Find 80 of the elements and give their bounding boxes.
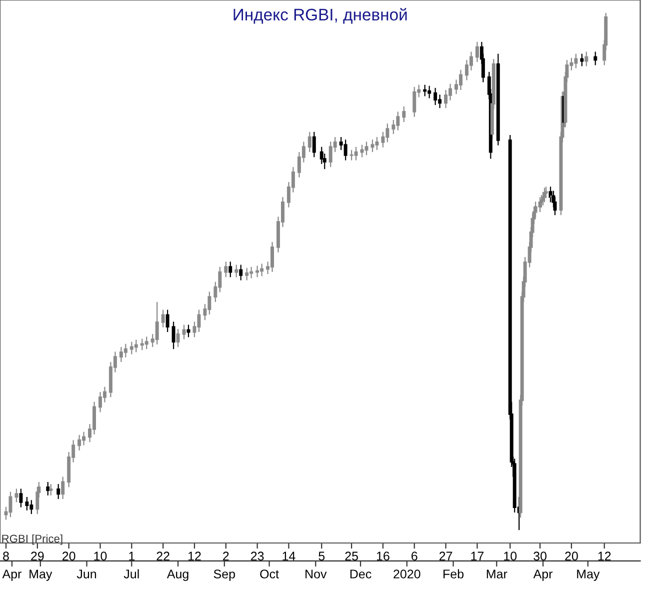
x-tick-label: 12 — [188, 552, 201, 560]
candlestick — [580, 53, 584, 67]
x2-tick-label: Mar — [486, 570, 508, 578]
candlestick — [186, 324, 190, 338]
candlestick — [308, 131, 312, 153]
candlestick — [360, 144, 364, 158]
candlestick — [344, 139, 348, 161]
x2-tick-label: Jun — [76, 570, 96, 578]
candlestick — [78, 434, 82, 451]
x-tick-label: 10 — [504, 552, 517, 561]
candlestick — [166, 309, 170, 333]
x-tick-label: 20 — [565, 552, 578, 561]
x-tick-label: 17 — [471, 552, 484, 560]
x-tick-label: 22 — [156, 552, 170, 560]
candlestick — [370, 139, 374, 153]
x-tick-label: 27 — [439, 552, 452, 560]
x-tick-label: 29 — [31, 552, 44, 561]
candlestick — [364, 141, 368, 156]
candlestick — [312, 131, 316, 158]
candlestick — [19, 488, 23, 508]
candlestick — [124, 343, 128, 358]
x2-tick-label: Jul — [124, 569, 139, 578]
x-tick-label: 25 — [345, 552, 358, 561]
candlestick — [49, 483, 53, 496]
candlestick — [224, 261, 228, 278]
candlestick — [245, 267, 249, 281]
x-tick-label: 16 — [376, 552, 390, 561]
candlestick — [392, 119, 396, 134]
x2-tick-label: 2020 — [394, 570, 420, 578]
x-tick-label: 12 — [598, 552, 611, 560]
x2-tick-label: Feb — [444, 569, 464, 578]
candlestick — [161, 309, 165, 328]
x-tick-label: 14 — [282, 552, 296, 560]
x2-tick-label: Aug — [166, 570, 188, 581]
x-tick-label: 6 — [412, 552, 418, 561]
candlestick — [182, 324, 186, 340]
candlestick — [423, 84, 427, 97]
x-tick-label: 2 — [223, 552, 229, 560]
candlestick — [144, 336, 148, 350]
candlestick — [475, 41, 479, 63]
candlestick — [134, 339, 138, 353]
candlestick — [412, 86, 416, 118]
candlestick — [172, 321, 176, 350]
candlestick — [434, 87, 438, 106]
candlestick — [381, 131, 385, 148]
candlestick — [234, 264, 238, 278]
x2-tick-label: Sep — [214, 570, 235, 581]
candlestick — [256, 265, 260, 278]
candlestick — [56, 483, 60, 500]
candlestick — [14, 488, 18, 503]
x2-tick-label: Nov — [306, 570, 327, 578]
chart-title: Индекс RGBI, дневной — [234, 8, 407, 24]
x-tick-label: 23 — [250, 552, 264, 561]
candlestick — [61, 476, 65, 500]
x2-tick-label: May — [30, 570, 52, 581]
candlestick — [155, 301, 159, 345]
x-tick-label: 30 — [534, 552, 546, 561]
candlestick — [444, 89, 448, 109]
candlestick — [46, 481, 50, 496]
candlestick — [25, 496, 29, 511]
candlestick — [228, 261, 232, 278]
candlestick — [239, 264, 243, 281]
x2-tick-label: Oct — [260, 570, 279, 578]
candlestick — [553, 196, 557, 216]
x2-tick-label: Apr — [533, 570, 553, 581]
candlestick — [402, 106, 406, 123]
x-tick-label: 20 — [62, 552, 76, 561]
x2-tick-label: May — [577, 570, 600, 581]
candlestick — [584, 51, 588, 67]
candlestick — [354, 146, 358, 161]
x-tick-label: 1 — [129, 552, 135, 560]
x-tick-label: 10 — [94, 552, 107, 561]
candlestick — [594, 51, 598, 66]
x-tick-label: 8 — [3, 552, 9, 561]
candlestick — [538, 196, 542, 213]
x2-tick-label: Dec — [350, 570, 372, 578]
x-tick-label: 5 — [318, 552, 325, 561]
text: RGBI [Price] — [2, 534, 62, 545]
candlestick — [176, 328, 180, 348]
x2-tick-label: Apr — [2, 570, 22, 581]
